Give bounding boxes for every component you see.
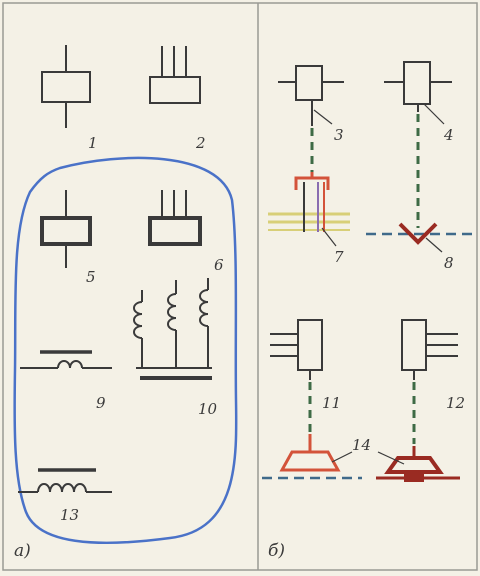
symbol-9-inductor-with-core xyxy=(20,350,112,369)
leader-7 xyxy=(321,227,337,247)
panel-label-b: б) xyxy=(268,541,285,561)
outer-frame xyxy=(2,2,478,571)
callout-14-left xyxy=(331,451,353,463)
label-13: 13 xyxy=(60,506,79,524)
label-7: 7 xyxy=(334,248,344,266)
label-4: 4 xyxy=(443,126,454,144)
symbol-10-three-inductors-common-core xyxy=(133,278,212,380)
label-12: 12 xyxy=(446,394,465,412)
grouping-outline xyxy=(13,156,238,545)
symbol-4-element-two-terminal xyxy=(384,61,452,112)
label-1: 1 xyxy=(88,134,98,152)
panel-label-a: а) xyxy=(14,541,31,561)
label-9: 9 xyxy=(96,394,106,412)
symbol-12-element-three-terminal xyxy=(401,319,458,380)
label-3: 3 xyxy=(334,126,344,144)
symbol-6-element-three-terminal xyxy=(148,190,202,246)
symbol-3-element-two-terminal xyxy=(278,65,344,126)
component-14-mechanical-element-right xyxy=(376,446,460,482)
component-14-mechanical-element-left xyxy=(279,434,341,472)
leader-4 xyxy=(423,103,445,125)
callout-14-right xyxy=(377,451,405,465)
symbol-13-inductor-with-core xyxy=(18,468,112,493)
label-8: 8 xyxy=(444,254,454,272)
symbol-11-element-three-terminal xyxy=(270,319,323,380)
label-5: 5 xyxy=(86,268,96,286)
label-11: 11 xyxy=(322,394,341,412)
symbol-1-element-two-terminal xyxy=(41,45,91,128)
symbol-2-element-three-terminal xyxy=(149,46,201,104)
symbol-5-element-two-terminal xyxy=(40,190,92,268)
leader-8 xyxy=(425,237,443,253)
leader-3 xyxy=(313,109,333,125)
label-2: 2 xyxy=(195,134,206,152)
component-7-contact-on-wires xyxy=(268,172,350,232)
component-8-arrow xyxy=(398,222,438,245)
label-6: 6 xyxy=(214,256,224,274)
label-10: 10 xyxy=(198,400,218,418)
label-14: 14 xyxy=(352,436,371,454)
